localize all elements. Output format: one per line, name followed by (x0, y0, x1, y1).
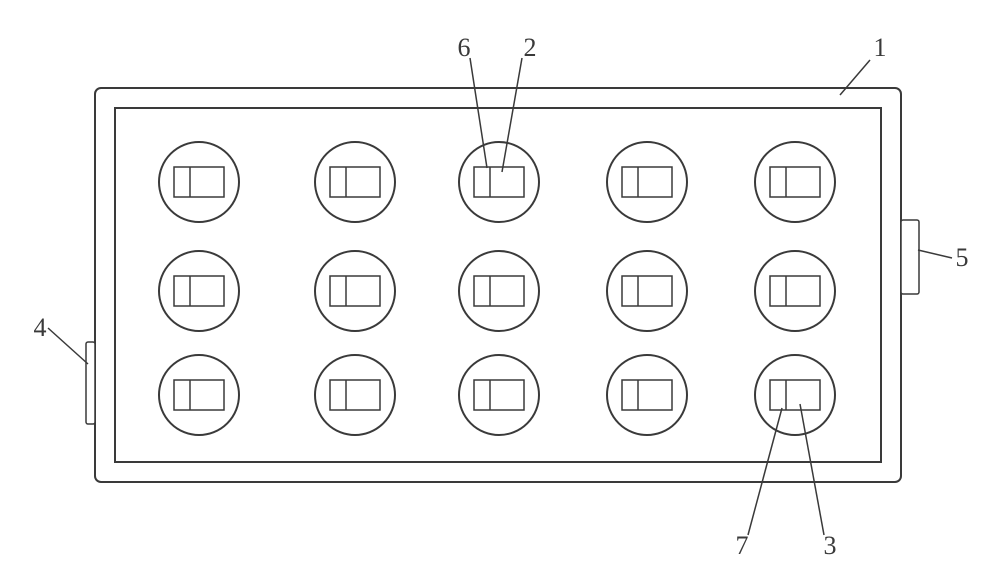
cell-circle (315, 142, 395, 222)
callout-line (800, 404, 824, 535)
left-tab (86, 342, 95, 424)
callout-label: 3 (824, 531, 837, 560)
callout-label: 2 (524, 33, 537, 62)
cell (607, 251, 687, 331)
cell (459, 142, 539, 222)
callout-line (840, 60, 870, 95)
cell-rect (770, 380, 820, 410)
callout: 1 (840, 33, 887, 95)
cell (755, 142, 835, 222)
callout-label: 1 (874, 33, 887, 62)
callout: 5 (918, 243, 969, 272)
callout-label: 6 (458, 33, 471, 62)
cell-rect (622, 167, 672, 197)
cell (315, 251, 395, 331)
callout: 6 (458, 33, 488, 168)
callout-line (748, 408, 782, 535)
cell-rect (330, 380, 380, 410)
callout-label: 7 (736, 531, 749, 560)
cell-rect (474, 276, 524, 306)
callout-label: 4 (34, 313, 47, 342)
outer-frame (95, 88, 901, 482)
callout-line (502, 58, 522, 172)
technical-diagram: 1 2 3 4 5 6 7 (0, 0, 1000, 584)
cell-rect (330, 276, 380, 306)
cell (159, 355, 239, 435)
cell-circle (459, 142, 539, 222)
cell (607, 355, 687, 435)
cell (159, 142, 239, 222)
callout-line (918, 250, 952, 258)
inner-frame (115, 108, 881, 462)
cell-circle (315, 355, 395, 435)
cell-rect (770, 167, 820, 197)
cell-circle (459, 251, 539, 331)
cell-rect (622, 276, 672, 306)
cell (315, 355, 395, 435)
cell (755, 251, 835, 331)
cell-circle (755, 355, 835, 435)
cell-circle (607, 142, 687, 222)
cell-circle (607, 355, 687, 435)
cell (459, 355, 539, 435)
cell-rect (174, 380, 224, 410)
cell-rect (622, 380, 672, 410)
cell-rect (174, 276, 224, 306)
cell-rect (474, 380, 524, 410)
cell-circle (607, 251, 687, 331)
callout-label: 5 (956, 243, 969, 272)
cell-circle (159, 142, 239, 222)
callout-line (48, 328, 88, 364)
cell-circle (159, 251, 239, 331)
callout: 4 (34, 313, 89, 364)
cell (315, 142, 395, 222)
cell (607, 142, 687, 222)
cell-circle (755, 251, 835, 331)
cell-circle (159, 355, 239, 435)
right-tab (901, 220, 919, 294)
cell-rect (770, 276, 820, 306)
cell-rect (330, 167, 380, 197)
cell-circle (315, 251, 395, 331)
callout: 2 (502, 33, 537, 172)
cell (755, 355, 835, 435)
cell (459, 251, 539, 331)
cell (159, 251, 239, 331)
cell-rect (174, 167, 224, 197)
cell-circle (459, 355, 539, 435)
cell-rect (474, 167, 524, 197)
cell-circle (755, 142, 835, 222)
